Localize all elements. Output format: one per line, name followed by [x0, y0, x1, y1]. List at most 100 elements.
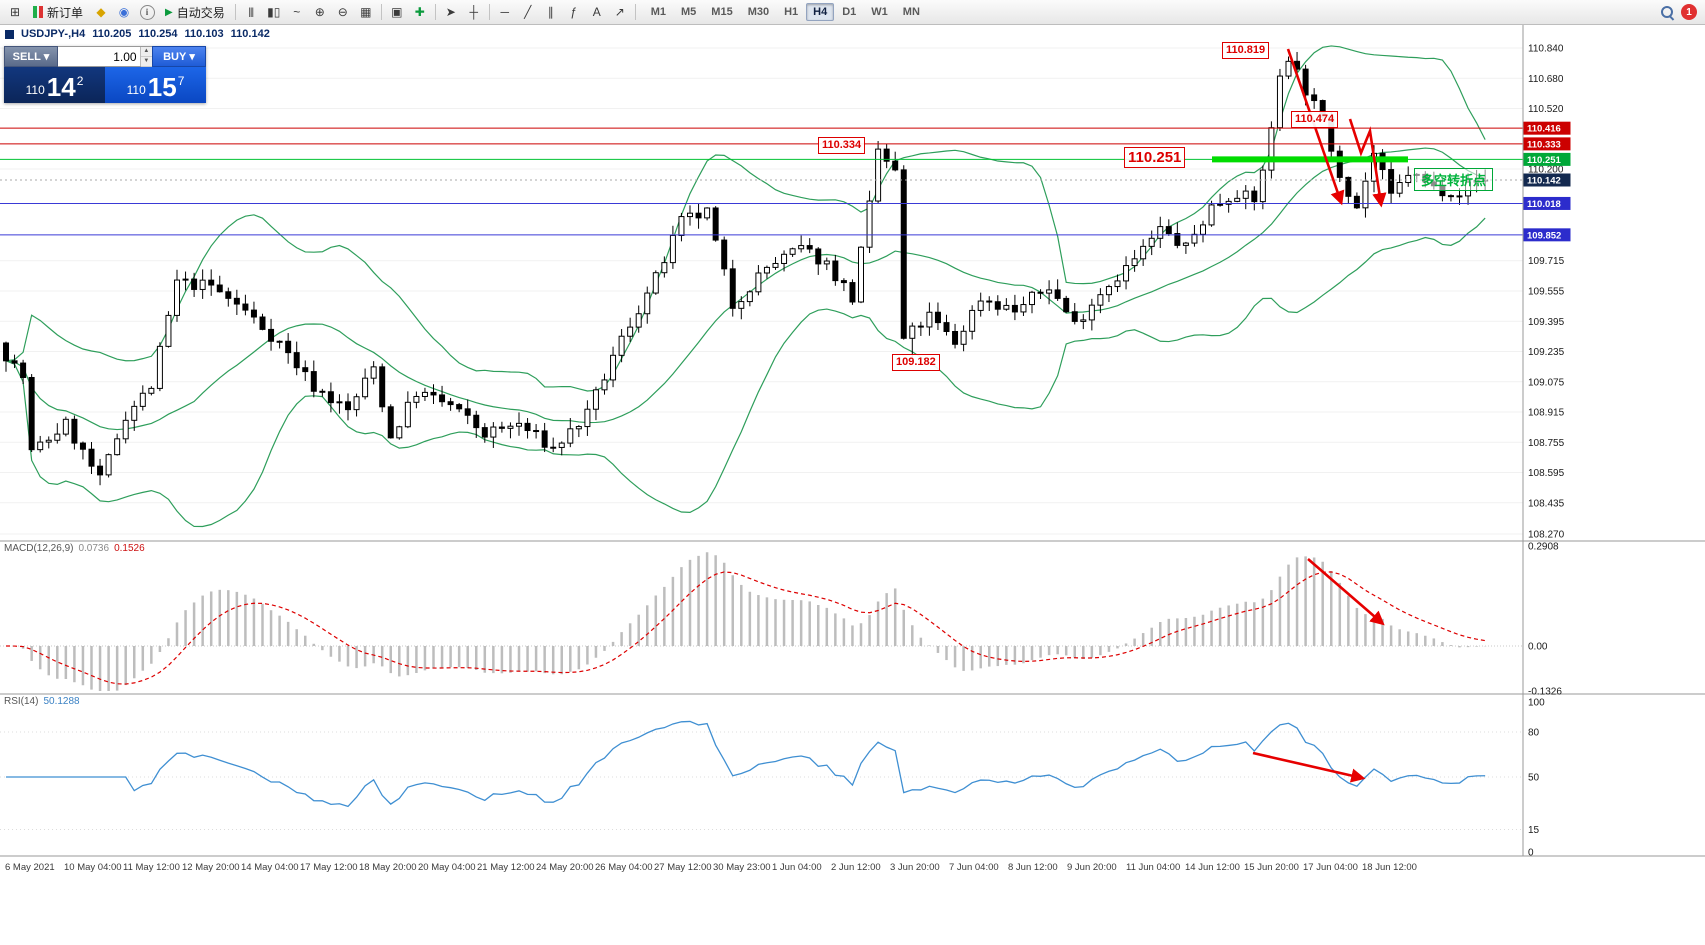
timeframe-d1[interactable]: D1 — [842, 6, 857, 18]
candle-bear — [533, 430, 540, 433]
price-badge — [1523, 152, 1571, 166]
candle-bull — [1003, 304, 1010, 310]
candle-bear — [994, 301, 1001, 310]
rsi-line — [6, 720, 1486, 808]
candlestick-chart-icon[interactable]: ▮▯ — [267, 5, 281, 19]
timeframe-h1[interactable]: H1 — [784, 6, 799, 18]
candle-bear — [456, 404, 463, 410]
bid-price-tile[interactable]: 110 14 2 — [4, 67, 105, 103]
macd-value-signal: 0.1526 — [114, 543, 145, 554]
price-badge — [1523, 137, 1571, 151]
time-axis-label: 1 Jun 04:00 — [772, 862, 822, 873]
candle-bull — [182, 278, 189, 281]
channel-tool-icon[interactable]: ∥ — [547, 5, 554, 19]
candle-bull — [1148, 237, 1155, 247]
price-annotation[interactable]: 110.474 — [1291, 111, 1339, 128]
text-tool-icon[interactable]: A — [592, 5, 601, 19]
crosshair-icon[interactable]: ┼ — [469, 5, 478, 19]
price-annotation[interactable]: 110.819 — [1222, 42, 1270, 59]
arrange-windows-icon[interactable]: ▣ — [391, 5, 403, 19]
new-chart-icon[interactable]: ⊞ — [9, 5, 21, 19]
candle-bear — [1037, 291, 1044, 294]
candle-bear — [1251, 190, 1258, 203]
turning-point-note[interactable]: 多空转折点 — [1414, 168, 1494, 191]
trend-arrow[interactable] — [1252, 751, 1366, 783]
sell-button[interactable]: SELL ▾ — [4, 46, 58, 67]
time-axis-label: 20 May 04:00 — [418, 862, 476, 873]
zoom-in-icon[interactable]: ⊕ — [314, 5, 325, 19]
buy-button[interactable]: BUY ▾ — [152, 46, 206, 67]
price-annotation[interactable]: 109.182 — [892, 354, 940, 371]
profiles-icon[interactable]: ◆ — [96, 5, 106, 19]
time-axis-label: 9 Jun 20:00 — [1067, 862, 1117, 873]
price-annotation[interactable]: 110.334 — [818, 137, 866, 154]
bar-chart-icon[interactable]: ||| — [248, 6, 254, 18]
volume-up-icon[interactable]: ▲ — [140, 47, 152, 57]
candle-bear — [1054, 289, 1061, 299]
chevron-down-icon: ▾ — [43, 51, 50, 63]
add-indicator-icon[interactable]: ✚ — [414, 5, 425, 19]
price-annotation[interactable]: 110.251 — [1124, 147, 1186, 168]
volume-down-icon[interactable]: ▼ — [140, 57, 152, 67]
chart-canvas: 110.840 110.680 110.520 110.200 109.715 109.5… — [0, 25, 1705, 873]
candle-bull — [404, 401, 411, 428]
candle-bull — [1208, 204, 1215, 226]
rsi-scale-label: 15 — [1528, 825, 1540, 836]
zoom-out-icon[interactable]: ⊖ — [337, 5, 348, 19]
timeframe-w1[interactable]: W1 — [871, 6, 888, 18]
notification-badge[interactable]: 1 — [1681, 4, 1697, 20]
candle-bull — [755, 272, 762, 293]
candle-bull — [1276, 75, 1283, 129]
volume-stepper: ▲ ▼ — [139, 47, 152, 67]
candle-bull — [37, 441, 44, 451]
time-axis-label: 15 Jun 20:00 — [1244, 862, 1299, 873]
arrows-tool-icon[interactable]: ↗ — [614, 5, 625, 19]
time-axis-label: 10 May 04:00 — [64, 862, 122, 873]
line-chart-icon[interactable]: ~ — [293, 5, 301, 19]
info-icon[interactable]: i — [136, 2, 158, 22]
cursor-icon[interactable]: ➤ — [445, 5, 456, 19]
candle-bull — [575, 426, 582, 430]
time-axis-label: 26 May 04:00 — [595, 862, 653, 873]
price-tick-label: 110.680 — [1528, 74, 1564, 85]
ask-int: 110 — [126, 83, 146, 97]
autotrade-button[interactable]: ▶ 自动交易 — [159, 2, 231, 22]
candle-bull — [584, 408, 591, 428]
candle-bull — [1268, 127, 1275, 171]
tile-windows-icon[interactable]: ▦ — [360, 5, 372, 19]
volume-input[interactable] — [58, 47, 140, 66]
timeframe-m5[interactable]: M5 — [681, 6, 697, 18]
candle-bear — [1302, 68, 1309, 96]
candle-bear — [721, 239, 728, 270]
price-badge — [1523, 173, 1571, 187]
timeframe-mn[interactable]: MN — [902, 6, 920, 18]
candle-bull — [1362, 180, 1369, 209]
timeframe-m1[interactable]: M1 — [650, 6, 667, 18]
trend-arrow[interactable] — [1348, 118, 1387, 208]
ask-price-tile[interactable]: 110 15 7 — [105, 67, 206, 103]
search-icon[interactable] — [1658, 3, 1676, 21]
fibonacci-tool-icon[interactable]: ƒ — [570, 5, 578, 19]
horizontal-line-tool-icon[interactable]: ─ — [500, 5, 509, 19]
new-order-button[interactable]: 新订单 — [27, 2, 89, 22]
candle-bull — [1242, 190, 1249, 199]
trendline-tool-icon[interactable]: ╱ — [524, 5, 532, 19]
candle-bear — [1336, 150, 1343, 178]
candle-bull — [960, 330, 967, 345]
timeframe-m15[interactable]: M15 — [711, 6, 733, 18]
one-click-trade-panel: SELL ▾ ▲ ▼ BUY ▾ 110 14 2 110 — [4, 46, 206, 103]
trend-arrow[interactable] — [1307, 558, 1385, 626]
candle-bull — [1046, 289, 1053, 294]
price-badge-label: 110.251 — [1527, 155, 1562, 166]
candle-bull — [858, 246, 864, 303]
candle-bull — [1020, 304, 1027, 313]
timeframe-h4[interactable]: H4 — [806, 3, 835, 21]
candle-bear — [88, 448, 95, 467]
market-watch-icon[interactable]: ◉ — [118, 5, 130, 19]
candle-bear — [71, 418, 78, 444]
candle-bear — [524, 422, 531, 432]
price-tick-label: 109.395 — [1528, 317, 1565, 328]
candle-bear — [712, 207, 719, 241]
candle-bear — [1011, 304, 1018, 313]
timeframe-m30[interactable]: M30 — [747, 6, 770, 18]
